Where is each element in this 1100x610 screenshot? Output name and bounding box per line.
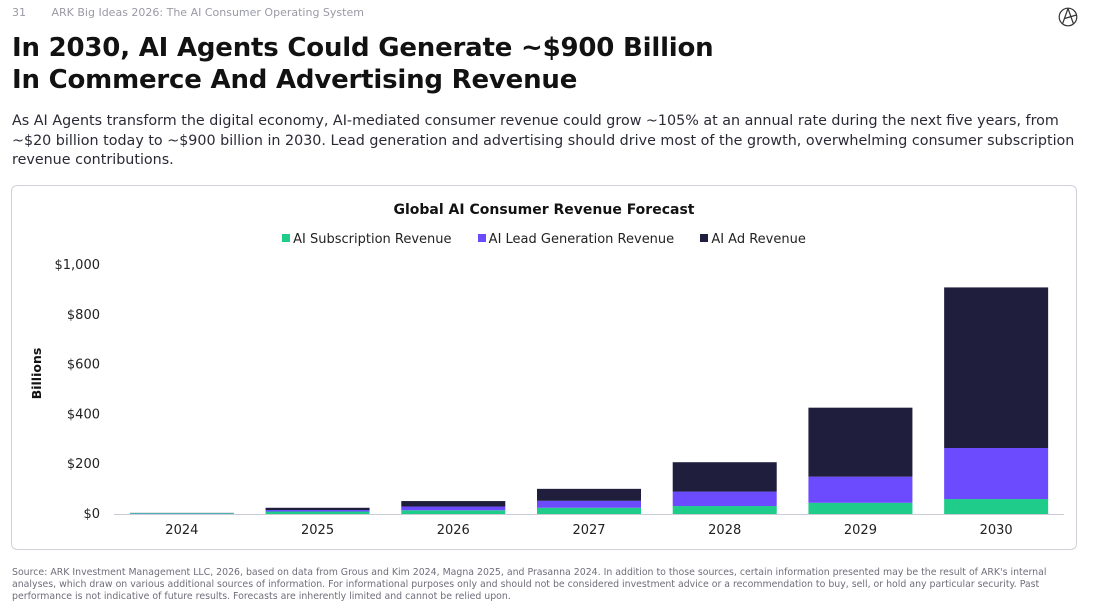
legend-label-lead-generation: AI Lead Generation Revenue (488, 232, 675, 247)
bar-2028-series-0 (672, 506, 777, 514)
ark-logo-icon (1058, 7, 1078, 27)
chart-plot: $0 $200 $400 $600 $800 $1,000 Billions 2024 2025… (29, 258, 1064, 538)
page-number: 31 (12, 6, 26, 19)
source-footnote: Source: ARK Investment Management LLC, 2… (12, 567, 1047, 602)
x-tick-label: 2030 (980, 523, 1013, 538)
x-tick-label: 2027 (572, 523, 605, 538)
bar-2025-series-2 (265, 507, 370, 511)
bar-2027-series-1 (537, 500, 641, 508)
intro-paragraph: As AI Agents transform the digital econo… (12, 113, 1075, 168)
x-tick-label: 2026 (437, 523, 470, 538)
bar-2030-series-1 (944, 448, 1049, 500)
x-tick-label: 2025 (301, 523, 334, 538)
title-line-1: In 2030, AI Agents Could Generate ~$900 … (12, 33, 714, 63)
legend-swatch-ad (700, 234, 709, 242)
bar-2030-series-0 (944, 499, 1049, 514)
title-line-2: In Commerce And Advertising Revenue (12, 65, 578, 95)
legend-label-ad: AI Ad Revenue (711, 232, 806, 247)
y-tick-label: $1,000 (55, 258, 101, 273)
legend-swatch-subscription (282, 234, 291, 242)
y-tick-label: $800 (67, 308, 100, 323)
bar-2029-series-2 (808, 407, 913, 477)
bar-2025-series-1 (265, 510, 370, 512)
y-tick-label: $0 (83, 507, 100, 522)
legend-item-subscription: AI Subscription Revenue (282, 232, 452, 247)
bar-2028-series-2 (672, 462, 777, 492)
bar-2026-series-0 (401, 510, 506, 514)
y-tick-label: $600 (67, 358, 100, 373)
chart-card: Global AI Consumer Revenue Forecast AI S… (11, 185, 1077, 550)
page-title: In 2030, AI Agents Could Generate ~$900 … (12, 32, 912, 96)
bar-2028-series-1 (672, 491, 777, 507)
chart-title: Global AI Consumer Revenue Forecast (393, 202, 695, 218)
legend-item-ad: AI Ad Revenue (700, 232, 806, 247)
bar-2029-series-0 (808, 502, 913, 514)
bar-2024-series-0 (129, 513, 234, 514)
bar-2026-series-1 (401, 506, 506, 511)
x-tick-label: 2028 (708, 523, 741, 538)
y-axis-label: Billions (29, 348, 44, 400)
bar-2027-series-2 (537, 488, 641, 501)
bar-2026-series-2 (401, 501, 506, 507)
x-tick-label: 2024 (165, 523, 198, 538)
x-tick-label: 2029 (844, 523, 877, 538)
legend-label-subscription: AI Subscription Revenue (293, 232, 452, 247)
chart-legend: AI Subscription Revenue AI Lead Generati… (12, 232, 1076, 247)
page-header: 31 ARK Big Ideas 2026: The AI Consumer O… (12, 6, 364, 19)
legend-item-lead-generation: AI Lead Generation Revenue (477, 232, 675, 247)
report-title: ARK Big Ideas 2026: The AI Consumer Oper… (51, 6, 364, 19)
bar-2025-series-0 (265, 511, 370, 514)
bar-2030-series-2 (944, 287, 1049, 449)
y-tick-label: $200 (67, 457, 100, 472)
bar-2027-series-0 (537, 507, 641, 514)
y-tick-label: $400 (67, 407, 100, 422)
bar-2029-series-1 (808, 476, 913, 503)
legend-swatch-lead-generation (477, 234, 486, 242)
